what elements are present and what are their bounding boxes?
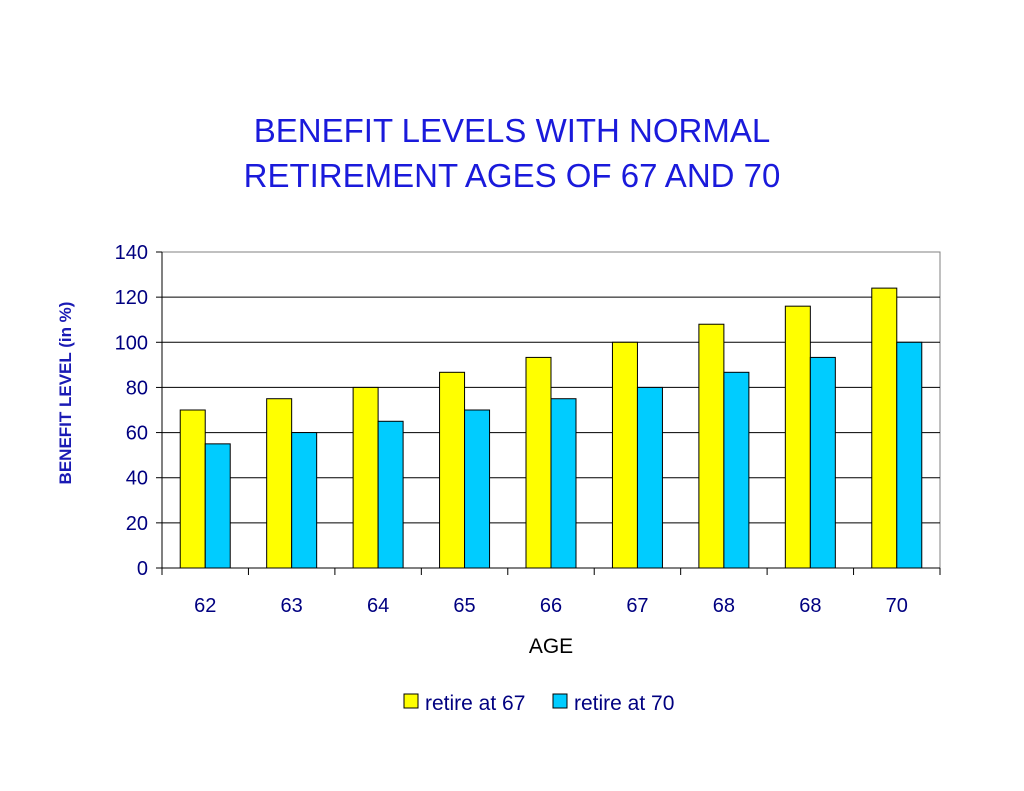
x-tick-label: 68	[713, 595, 735, 617]
bar-retire-67	[784, 305, 811, 569]
x-axis-label: AGE	[529, 635, 573, 658]
y-axis-label: BENEFIT LEVEL (in %)	[56, 302, 75, 485]
y-tick-label: 120	[115, 287, 148, 309]
bar-retire-67	[266, 398, 293, 569]
bar-retire-67	[525, 356, 552, 569]
y-tick-label: 60	[126, 423, 148, 445]
chart-title-line-1: BENEFIT LEVELS WITH NORMAL	[253, 112, 771, 149]
y-tick-labels: 0 20 40 60 80 100 120 140	[115, 242, 148, 580]
bar-retire-67	[611, 341, 638, 569]
bar-retire-67	[179, 409, 206, 569]
bar-retire-70	[377, 420, 404, 569]
bar-retire-67	[439, 371, 466, 569]
bar-retire-67	[871, 287, 898, 569]
legend-swatch-retire-67	[403, 693, 419, 709]
y-tick-label: 80	[126, 377, 148, 399]
x-tick-labels: 62 63 64 65 66 67 68 68 70	[194, 595, 908, 617]
bar-retire-70	[204, 443, 231, 569]
bar-retire-70	[464, 409, 491, 569]
legend-swatch-retire-70	[552, 693, 568, 709]
bar-retire-70	[809, 356, 836, 569]
legend-label-retire-70: retire at 70	[574, 692, 674, 715]
bar-retire-67	[352, 386, 379, 569]
x-tick-label: 67	[626, 595, 648, 617]
x-tick-label: 68	[799, 595, 821, 617]
y-tick-label: 100	[115, 332, 148, 354]
x-tick-label: 62	[194, 595, 216, 617]
bars	[179, 287, 923, 569]
y-tick-label: 0	[137, 558, 148, 580]
legend-label-retire-67: retire at 67	[425, 692, 525, 715]
bar-retire-70	[550, 398, 577, 569]
axes	[156, 251, 941, 575]
y-tick-label: 40	[126, 468, 148, 490]
chart-title-line-2: RETIREMENT AGES OF 67 AND 70	[243, 157, 781, 194]
bar-retire-70	[291, 432, 318, 569]
x-tick-label: 63	[281, 595, 303, 617]
y-tick-label: 20	[126, 513, 148, 535]
x-tick-label: 65	[453, 595, 475, 617]
x-tick-label: 64	[367, 595, 389, 617]
y-tick-label: 140	[115, 242, 148, 264]
bar-retire-70	[723, 371, 750, 569]
legend: retire at 67 retire at 70	[403, 692, 674, 715]
bar-retire-70	[636, 386, 663, 569]
bar-retire-67	[698, 323, 725, 569]
x-tick-label: 66	[540, 595, 562, 617]
x-tick-label: 70	[886, 595, 908, 617]
bar-retire-70	[896, 341, 923, 569]
